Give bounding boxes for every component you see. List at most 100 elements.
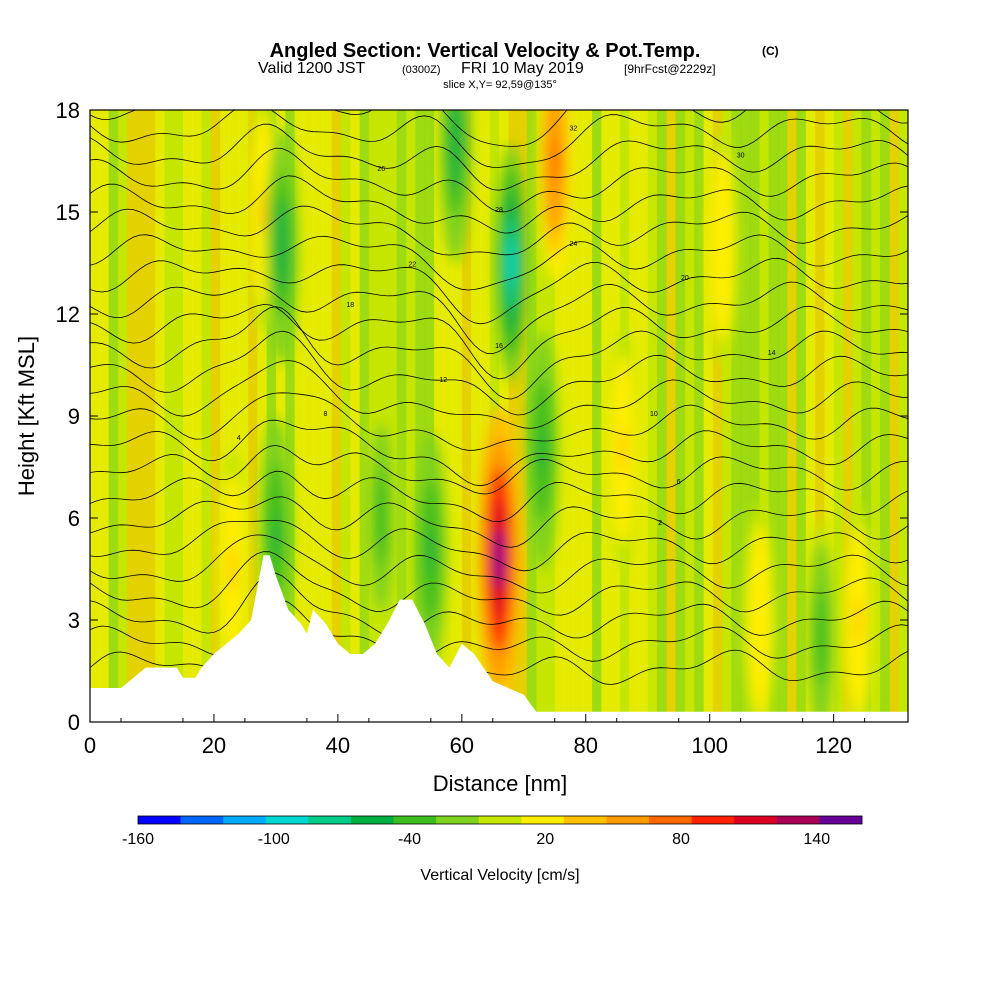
title-mark: (C) (762, 44, 779, 58)
isentrope-line (90, 551, 908, 616)
velocity-stripe (759, 110, 770, 722)
colorbar-swatch (819, 816, 863, 824)
velocity-stripe (824, 110, 835, 722)
velocity-stripe (117, 110, 128, 722)
isentrope-label: 32 (569, 125, 577, 132)
isentrope-line (90, 419, 908, 487)
downdraft-cell (508, 239, 515, 287)
velocity-stripe (731, 110, 742, 722)
velocity-stripe (201, 110, 212, 722)
updraft-cell (619, 426, 627, 474)
colorbar-swatch (563, 816, 607, 824)
y-axis-label: Height [Kft MSL] (14, 336, 39, 496)
velocity-stripe (192, 110, 203, 722)
velocity-stripe (461, 110, 472, 722)
colorbar-swatch (691, 816, 735, 824)
y-tick-label: 9 (68, 404, 80, 429)
velocity-stripe (852, 110, 863, 722)
velocity-stripe (248, 110, 258, 722)
downdraft-cell (452, 120, 459, 168)
colorbar-swatch (478, 816, 522, 824)
velocity-stripe (684, 110, 695, 722)
subtitle-forecast: [9hrFcst@2229z] (624, 62, 716, 76)
isentrope-label: 28 (495, 207, 503, 214)
x-tick-label: 120 (815, 733, 852, 758)
velocity-stripe (294, 110, 305, 722)
downdraft-cell (539, 426, 546, 474)
velocity-stripe (880, 110, 890, 722)
updraft-cell (756, 596, 763, 644)
downdraft-cell (378, 494, 385, 542)
velocity-stripe (303, 110, 314, 722)
plot-area: 32 30 28 26 24 22 20 18 16 14 12 10 8 6 4 2 (90, 110, 908, 722)
slice-label: slice X,Y= 92,59@135° (443, 79, 557, 91)
isentrope-label: 8 (324, 411, 328, 418)
isentrope-labels: 32 30 28 26 24 22 20 18 16 14 12 10 8 6 4 2 (237, 125, 776, 526)
x-tick-label: 0 (84, 733, 96, 758)
velocity-stripe (480, 110, 491, 722)
x-axis-label: Distance [nm] (433, 771, 568, 796)
x-tick-label: 20 (202, 733, 226, 758)
colorbar-swatch (265, 816, 309, 824)
downdraft-cell (818, 613, 825, 661)
x-tick-label: 60 (450, 733, 474, 758)
colorbar-tick-label: -40 (398, 831, 421, 848)
colorbar-swatch (436, 816, 480, 824)
colorbar-ticks: -160 -100 -40 20 80 140 (122, 831, 830, 848)
colorbar-tick-label: 80 (672, 831, 690, 848)
colorbar-tick-label: -100 (258, 831, 290, 848)
updraft-cell (494, 528, 504, 590)
updraft-cell (855, 596, 862, 644)
colorbar-swatch (393, 816, 437, 824)
velocity-stripe (805, 110, 816, 722)
velocity-stripe (424, 110, 435, 722)
isentrope-label: 14 (768, 350, 776, 357)
velocity-stripe (164, 110, 175, 722)
y-tick-label: 6 (68, 506, 80, 531)
downdraft-cell (272, 511, 280, 559)
updraft-cell (551, 137, 558, 185)
colorbar-swatch (734, 816, 778, 824)
isentrope-label: 10 (650, 411, 658, 418)
y-tick-label: 0 (68, 710, 80, 735)
velocity-stripe (220, 110, 230, 722)
velocity-stripe (406, 110, 416, 722)
updraft-cell (718, 222, 726, 270)
velocity-stripe (666, 110, 677, 722)
colorbar-tick-label: 140 (803, 831, 830, 848)
isentrope-line (90, 534, 908, 594)
isentrope-line (90, 470, 908, 523)
isentrope-line (90, 281, 908, 355)
velocity-stripe (443, 110, 454, 722)
colorbar-swatch (138, 816, 181, 824)
velocity-stripe (601, 110, 612, 722)
velocity-stripe (350, 110, 361, 722)
updraft-cell (260, 188, 267, 236)
velocity-stripe (777, 110, 788, 722)
isentrope-label: 12 (439, 377, 447, 384)
velocity-stripe (229, 110, 240, 722)
isentrope-label: 30 (737, 153, 745, 160)
isentrope-label: 16 (495, 343, 503, 350)
colorbar-label: Vertical Velocity [cm/s] (420, 867, 579, 884)
colorbar-tick-label: 20 (536, 831, 554, 848)
velocity-stripe (127, 110, 137, 722)
isentrope-label: 22 (408, 261, 416, 268)
colorbar-swatch (649, 816, 692, 824)
isentrope-line (90, 123, 908, 191)
x-axis: 0 20 40 60 80 100 120 (84, 714, 866, 758)
subtitle-date: FRI 10 May 2019 (461, 60, 584, 77)
terrain (90, 555, 908, 722)
chart-title: Angled Section: Vertical Velocity & Pot.… (270, 40, 701, 62)
subtitle-valid: Valid 1200 JST (258, 60, 366, 77)
isentrope-line (90, 257, 908, 325)
velocity-stripe (182, 110, 193, 722)
velocity-stripe (815, 110, 825, 722)
isentrope-label: 20 (681, 275, 689, 282)
velocity-stripe (657, 110, 667, 722)
velocity-stripe (257, 110, 268, 722)
velocity-stripe (433, 110, 444, 722)
velocity-stripe (508, 110, 519, 722)
velocity-stripe (387, 110, 398, 722)
